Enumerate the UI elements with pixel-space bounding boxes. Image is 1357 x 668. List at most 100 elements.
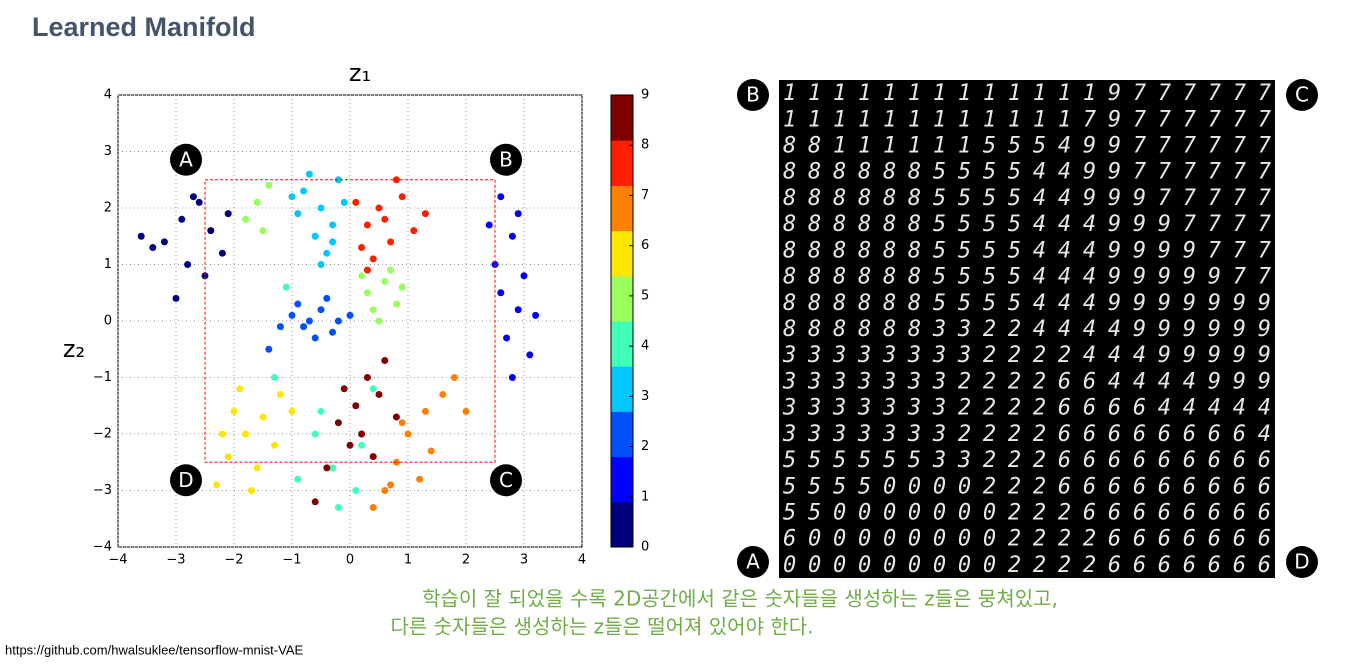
scatter-point (224, 210, 232, 218)
y-tick-label: 1 (104, 257, 112, 272)
scatter-point (340, 385, 348, 393)
scatter-point (508, 232, 516, 240)
corner-label: D (1294, 550, 1309, 574)
y-tick-label: 4 (104, 88, 112, 103)
x-tick-label: 3 (520, 553, 528, 568)
scatter-point (340, 198, 348, 206)
x-tick-label: −2 (224, 553, 243, 568)
scatter-point (195, 198, 203, 206)
corner-label: A (746, 550, 760, 574)
corner-badge (737, 546, 769, 578)
scatter-point (311, 334, 319, 342)
scatter-point (218, 249, 226, 257)
colorbar-band (611, 321, 633, 367)
scatter-point (346, 311, 354, 319)
colorbar-band (611, 501, 633, 548)
scatter-point (375, 204, 383, 212)
scatter-point (334, 503, 342, 511)
scatter-point (369, 255, 377, 263)
corner-badge (1286, 546, 1318, 578)
scatter-point (253, 464, 261, 472)
colorbar-band (611, 275, 633, 322)
scatter-point (450, 374, 458, 381)
y-tick-label: −1 (93, 370, 112, 385)
scatter-point (387, 238, 395, 246)
scatter-point (334, 419, 342, 427)
scatter-point (381, 277, 389, 285)
source-link: https://github.com/hwalsuklee/tensorflow… (5, 642, 303, 657)
scatter-point (271, 374, 279, 381)
corner-badge (170, 143, 202, 176)
corner-badge (490, 464, 522, 497)
scatter-point (334, 176, 342, 184)
scatter-point (352, 198, 360, 206)
scatter-point (520, 272, 528, 280)
x-tick-label: −1 (282, 553, 301, 568)
scatter-point (288, 193, 296, 201)
scatter-point (323, 249, 331, 257)
scatter-point (294, 475, 302, 483)
scatter-point (218, 430, 226, 438)
corner-label: C (499, 468, 513, 492)
scatter-point (329, 328, 337, 336)
corner-badge (490, 143, 522, 176)
x-tick-label: −4 (108, 553, 127, 568)
colorbar-band (611, 366, 633, 412)
scatter-point (491, 261, 499, 268)
scatter-point (265, 181, 273, 189)
scatter-point (149, 244, 157, 252)
scatter-point (189, 193, 197, 201)
scatter-point (387, 481, 395, 489)
scatter-point (526, 351, 534, 359)
scatter-point (276, 323, 284, 331)
scatter-point (305, 317, 313, 325)
scatter-point (300, 187, 308, 195)
scatter-point (462, 407, 470, 415)
y-tick-label: −4 (93, 540, 112, 555)
scatter-point (404, 430, 412, 438)
scatter-point (387, 266, 395, 274)
scatter-point (242, 215, 250, 223)
scatter-point (421, 407, 429, 415)
y-axis-label: z₂ (63, 335, 85, 363)
scatter-point (317, 407, 325, 415)
scatter-point (184, 261, 192, 268)
scatter-point (363, 266, 371, 274)
scatter-point (253, 198, 261, 206)
scatter-point (329, 464, 337, 472)
x-tick-label: 0 (346, 553, 354, 568)
colorbar-tick-label: 3 (641, 389, 649, 404)
scatter-point (230, 407, 238, 415)
scatter-point (381, 215, 389, 223)
scatter-point (421, 210, 429, 218)
caption-line: 학습이 잘 되었을 수록 2D공간에서 같은 숫자들을 생성하는 z들은 뭉쳐있… (422, 587, 1058, 611)
scatter-point (311, 232, 319, 240)
scatter-point (358, 441, 366, 449)
scatter-point (375, 317, 383, 325)
scatter-point (288, 407, 296, 415)
scatter-point (369, 503, 377, 511)
scatter-point (375, 390, 383, 398)
scatter-point (427, 447, 435, 455)
scatter-point (398, 193, 406, 201)
colorbar-band (611, 140, 633, 186)
corner-label: A (179, 147, 193, 171)
corner-label: B (499, 147, 513, 171)
scatter-point (137, 232, 145, 240)
corner-label: D (178, 468, 193, 492)
scatter-point (329, 221, 337, 229)
scatter-point (392, 300, 400, 308)
scatter-point (259, 227, 267, 235)
scatter-point (317, 204, 325, 212)
scatter-point (247, 487, 255, 494)
scatter-point (363, 289, 371, 297)
x-tick-label: −3 (166, 553, 185, 568)
scatter-point (311, 430, 319, 438)
scatter-point (178, 215, 186, 223)
scatter-point (497, 289, 505, 297)
scatter-point (532, 311, 540, 319)
scatter-point (172, 294, 180, 302)
scatter-point (416, 475, 424, 483)
corner-badge (737, 79, 769, 111)
scatter-point (265, 345, 273, 353)
